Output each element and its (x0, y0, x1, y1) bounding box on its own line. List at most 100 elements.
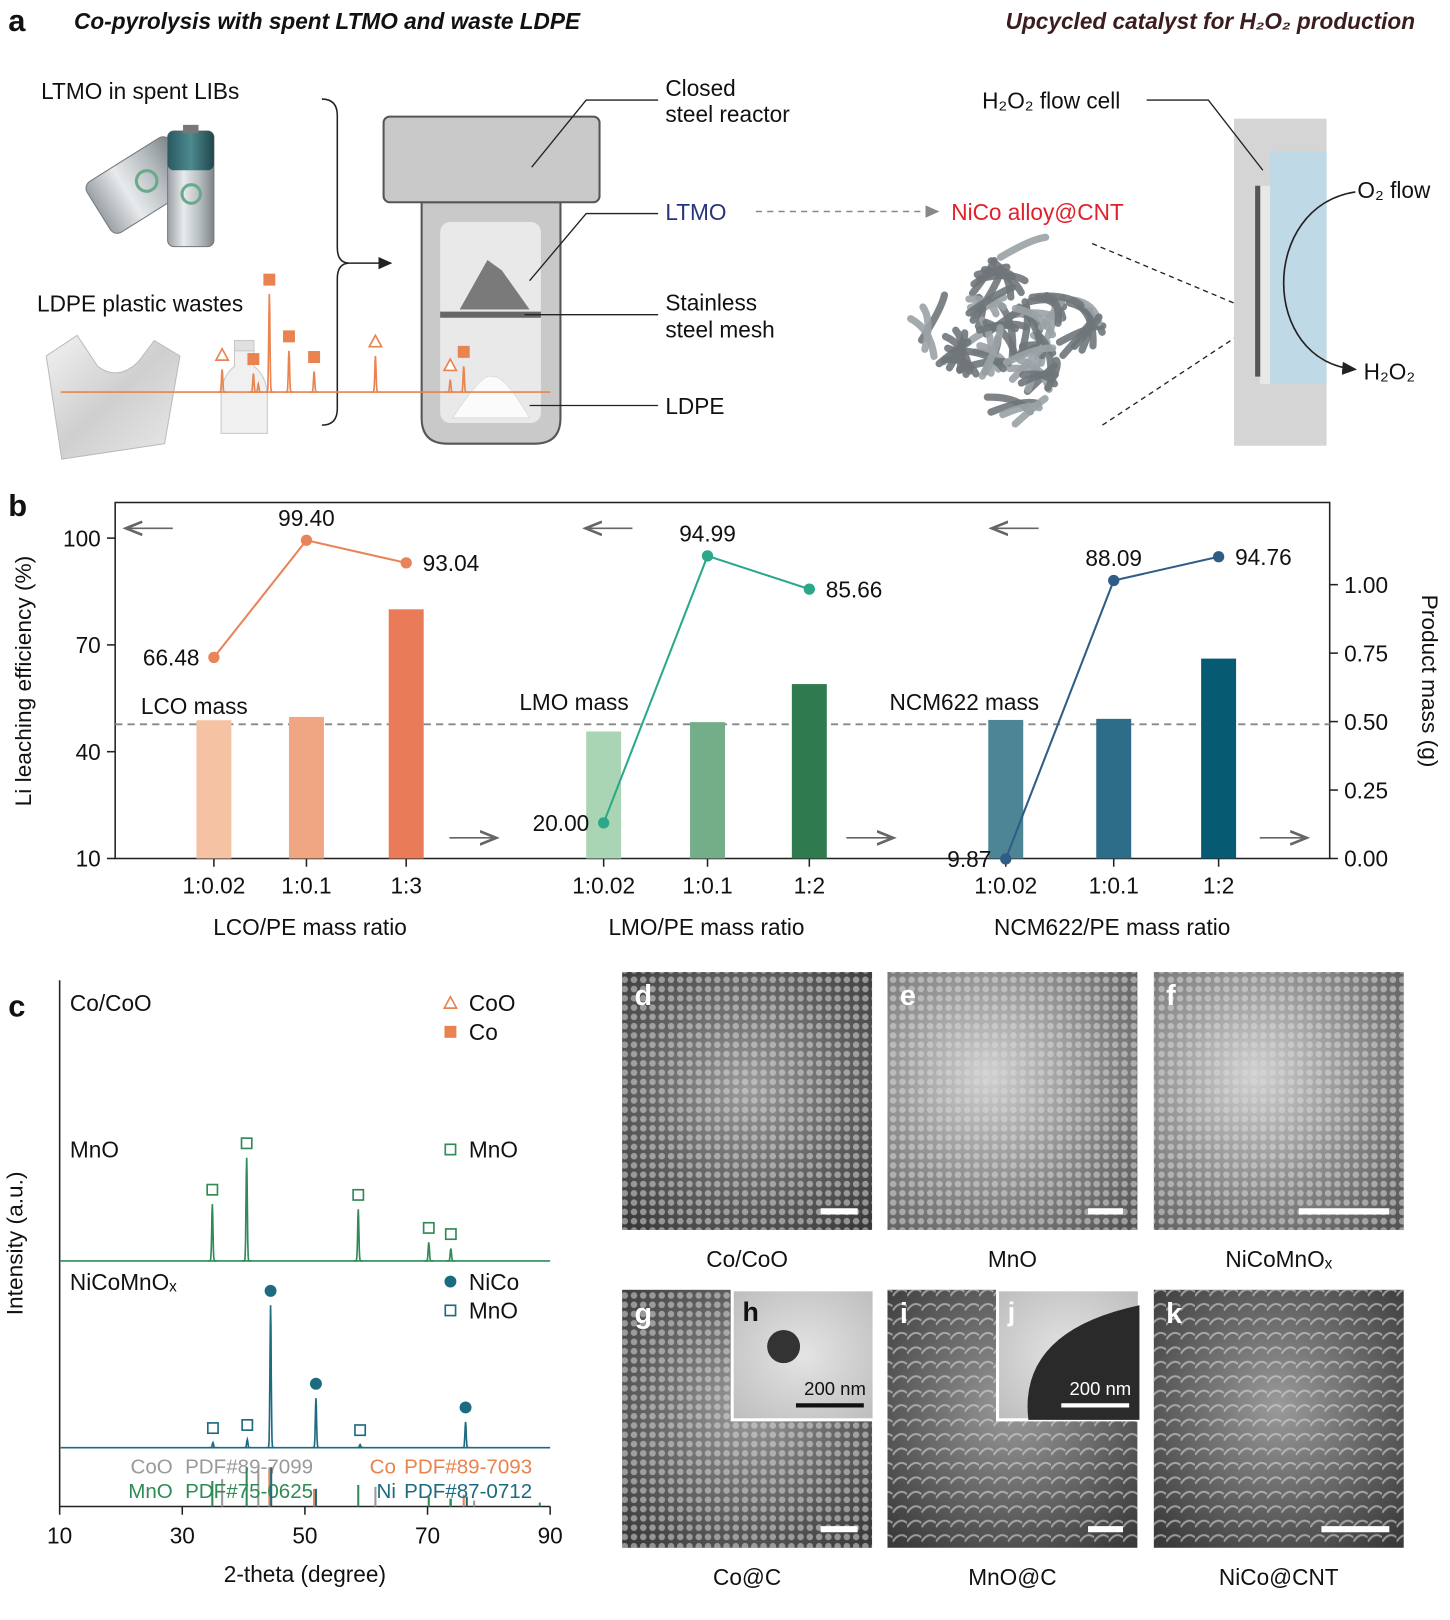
peak (253, 380, 263, 393)
flow-cell (1091, 99, 1358, 446)
reference-phase: Ni (377, 1480, 396, 1503)
label: LDPE (665, 393, 724, 419)
peak (311, 1398, 321, 1449)
peak (266, 1305, 275, 1449)
x-tick-label: 1:0.02 (182, 873, 245, 899)
panel-title: Co-pyrolysis with spent LTMO and waste L… (74, 8, 581, 34)
reference-pdf: PDF#87-0712 (404, 1480, 532, 1503)
cnt-tube (935, 338, 972, 368)
peak-marker (309, 1377, 322, 1390)
legend-label: MnO (469, 1298, 518, 1324)
inset (730, 1288, 876, 1422)
label: NiCo alloy@CNT (951, 199, 1124, 225)
legend-marker (442, 995, 458, 1009)
micrograph-caption: NiCo@CNT (1219, 1564, 1339, 1590)
bar (1201, 658, 1237, 859)
cnt-tube (1011, 304, 1057, 339)
y2-tick-label: 0.75 (1344, 640, 1388, 666)
peak-marker (283, 330, 295, 343)
x-tick-label: 1:0.1 (1089, 873, 1139, 899)
y-axis-label: Li leaching efficiency (%) (10, 556, 36, 807)
y-tick-label: 70 (76, 632, 101, 658)
cnt-tube (978, 324, 1004, 380)
plastic-art (45, 334, 268, 460)
y-tick-label: 100 (63, 525, 101, 551)
x-tick-label: 70 (415, 1523, 440, 1549)
bar (1096, 718, 1132, 859)
peak (445, 379, 455, 393)
battery-art (85, 124, 215, 248)
scale-label: 200 nm (804, 1378, 866, 1399)
bar (791, 684, 827, 859)
data-label: 93.04 (423, 550, 480, 576)
cnt-tube (955, 347, 1007, 373)
data-label: 99.40 (278, 505, 335, 531)
mass-label: LMO mass (519, 689, 628, 715)
peak-marker (442, 357, 458, 372)
x-tick-label: 1:3 (390, 873, 421, 899)
y2-tick-label: 0.50 (1344, 709, 1388, 735)
peak-marker (457, 345, 470, 358)
peak-marker (308, 351, 321, 364)
peak (217, 369, 227, 393)
x-tick-label: 90 (538, 1523, 563, 1549)
panel-letter: d (635, 980, 653, 1012)
bar (988, 719, 1024, 859)
data-label: 94.99 (679, 520, 736, 546)
efficiency-point (1000, 853, 1012, 865)
panel-letter: h (742, 1297, 758, 1327)
peak (371, 355, 380, 393)
bar (288, 716, 324, 859)
reference-phase: MnO (128, 1480, 173, 1503)
legend-label: NiCo (469, 1269, 519, 1295)
cnt-tube (969, 271, 1004, 324)
peak-marker (206, 1422, 219, 1435)
label: steel reactor (665, 101, 790, 127)
micrograph-caption: NiCoMnOₓ (1225, 1246, 1332, 1272)
legend-marker (444, 1025, 457, 1038)
reference-pdf: PDF#89-7093 (404, 1455, 532, 1478)
cnt-tube (1017, 298, 1032, 357)
brace (321, 98, 350, 426)
cnt-tube (973, 267, 1016, 280)
bar (690, 722, 725, 859)
y-axis-label: Intensity (a.u.) (2, 1171, 28, 1315)
peak-marker (206, 1183, 219, 1196)
data-label: 66.48 (143, 645, 200, 671)
spectrum-label: NiCoMnOₓ (70, 1269, 177, 1295)
y-tick-label: 40 (76, 739, 101, 765)
cnt-tube (919, 303, 932, 353)
legend-label: Co (469, 1019, 498, 1045)
reference-pdf: PDF#89-7099 (185, 1455, 313, 1478)
peak-marker (247, 353, 260, 366)
cnt-tube (1070, 313, 1103, 350)
cnt-tube (1044, 356, 1061, 392)
peak-marker (264, 1284, 277, 1297)
panel-letter: j (1007, 1297, 1015, 1327)
cnt-tube (965, 283, 1017, 317)
mass-label: LCO mass (141, 693, 248, 719)
peak (353, 1209, 363, 1262)
efficiency-point (1212, 551, 1225, 563)
x-tick-label: 1:2 (794, 873, 825, 899)
peak-marker (352, 1188, 365, 1201)
cnt-tube (1019, 370, 1059, 388)
peak (459, 366, 469, 393)
efficiency-point (1108, 574, 1120, 587)
panel-letter: k (1166, 1298, 1183, 1330)
x-tick-label: 1:0.02 (974, 873, 1037, 899)
x-tick-label: 50 (292, 1523, 317, 1549)
bar (586, 731, 622, 859)
x-axis-label: NCM622/PE mass ratio (994, 914, 1230, 940)
bar (196, 720, 232, 859)
cnt-tube (975, 320, 1030, 334)
y2-tick-label: 0.00 (1344, 846, 1388, 872)
label: H₂O₂ (1364, 359, 1415, 385)
peak-marker (240, 1137, 253, 1150)
peak (461, 1421, 470, 1449)
panel-title: Upcycled catalyst for H₂O₂ production (1006, 8, 1415, 34)
label: LTMO in spent LIBs (41, 78, 239, 104)
peak (242, 1157, 252, 1262)
micrograph-caption: Co@C (713, 1564, 781, 1590)
